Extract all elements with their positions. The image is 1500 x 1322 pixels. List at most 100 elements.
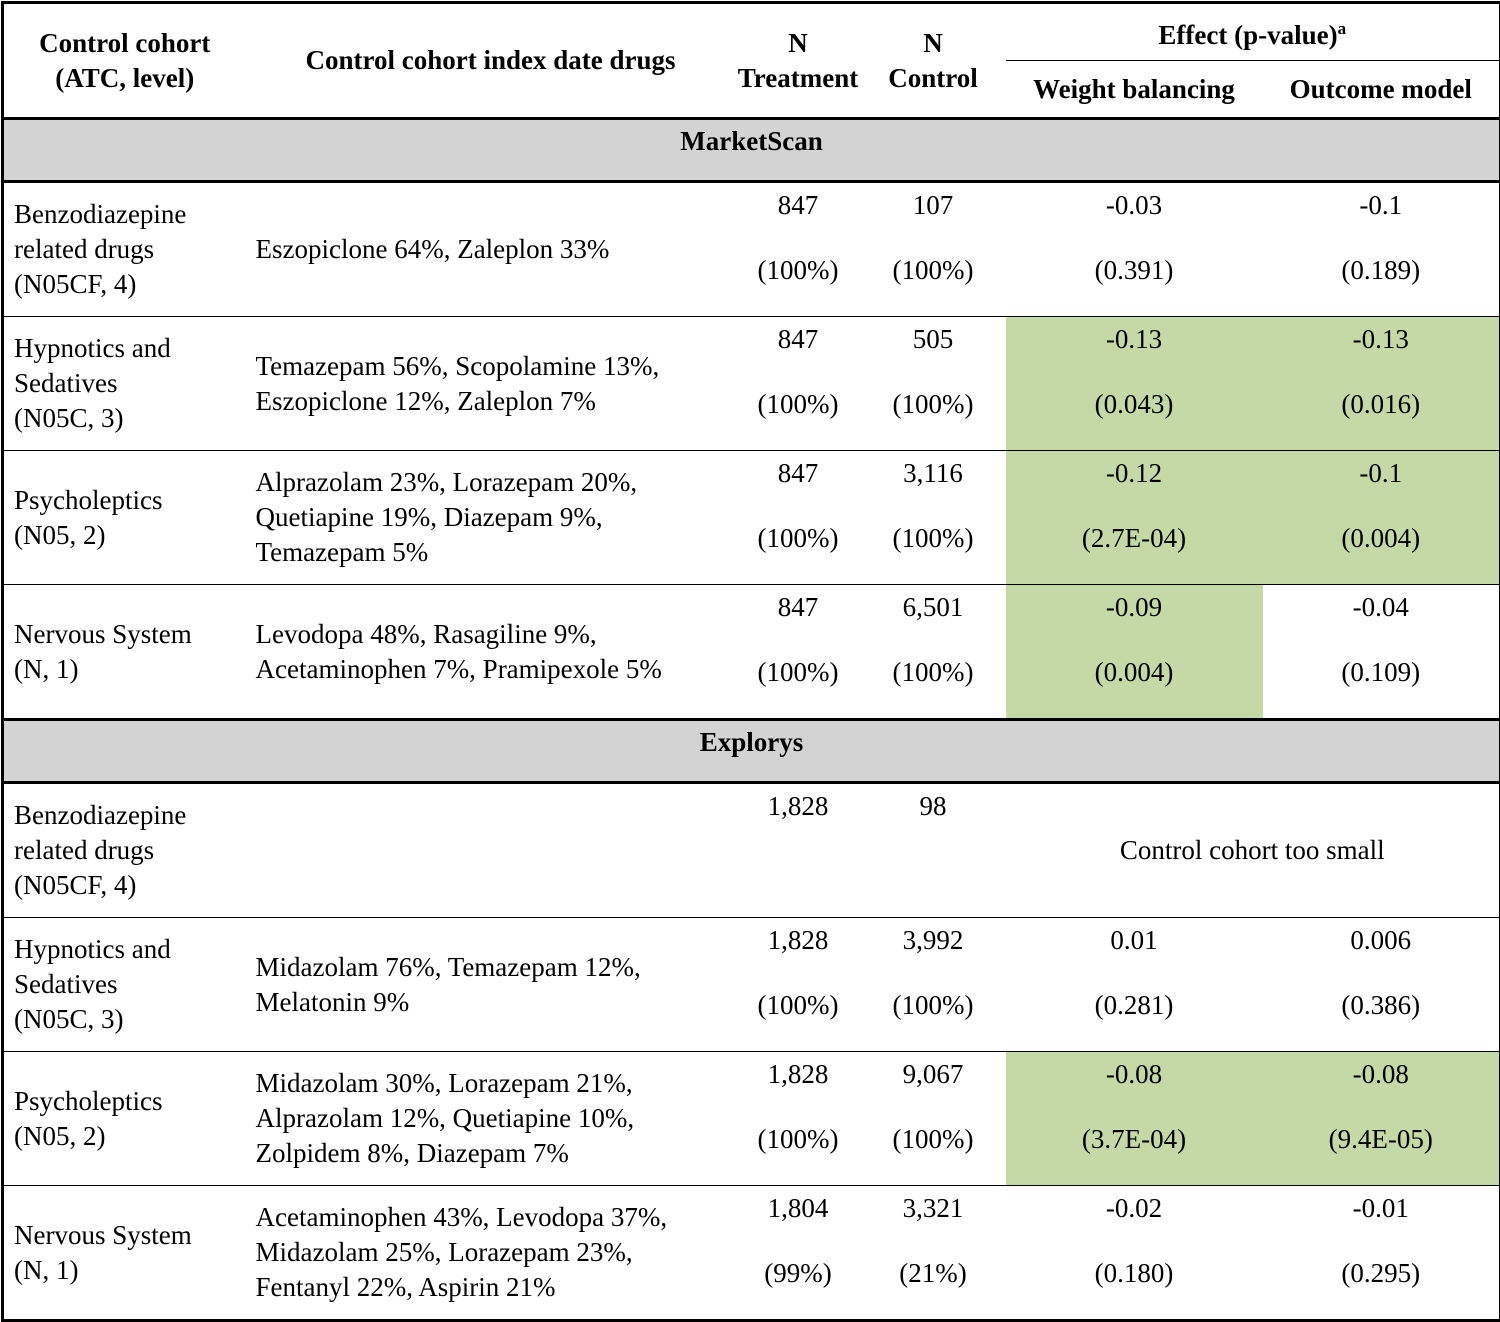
treatment-pct: (100%)	[736, 988, 861, 1023]
weight-cell: 0.01(0.281)	[1006, 918, 1263, 1052]
control-value: 3,321	[861, 1191, 1006, 1226]
outcome-value: -0.04	[1263, 590, 1500, 625]
control-cell: 3,321(21%)	[861, 1186, 1006, 1321]
outcome-p-value: (0.016)	[1263, 387, 1500, 422]
treatment-cell: 1,828	[736, 783, 861, 918]
outcome-value: -0.1	[1263, 456, 1500, 491]
outcome-cell: -0.04 (0.109)	[1263, 585, 1500, 720]
cohort-cell: Nervous System(N, 1)	[3, 1186, 246, 1321]
cohort-line: (N05C, 3)	[14, 401, 246, 436]
cohort-line: related drugs	[14, 833, 246, 868]
header-text: (ATC, level)	[4, 61, 246, 96]
control-pct: (100%)	[861, 253, 1006, 288]
outcome-p-value: (0.109)	[1263, 655, 1500, 690]
outcome-value: -0.1	[1263, 188, 1500, 223]
treatment-cell: 847(100%)	[736, 451, 861, 585]
cohort-line: Benzodiazepine	[14, 798, 246, 833]
header-cohort: Control cohort(ATC, level)	[3, 3, 246, 119]
section-title: MarketScan	[3, 119, 1500, 182]
weight-value: -0.08	[1006, 1057, 1263, 1092]
weight-value: -0.02	[1006, 1191, 1263, 1226]
treatment-value: 1,828	[736, 1057, 861, 1092]
header-text: Effect (p-value)	[1158, 20, 1337, 50]
weight-p-value: (0.004)	[1006, 655, 1263, 690]
header-text: N	[861, 26, 1006, 61]
cohort-line: Nervous System	[14, 617, 246, 652]
treatment-value: 847	[736, 188, 861, 223]
cohort-line: Sedatives	[14, 967, 246, 1002]
drug-line: Acetaminophen 43%, Levodopa 37%,	[256, 1200, 736, 1235]
control-cell: 505(100%)	[861, 317, 1006, 451]
control-cell: 3,116(100%)	[861, 451, 1006, 585]
section-row: MarketScan	[3, 119, 1500, 182]
weight-value: -0.09	[1006, 590, 1263, 625]
drugs-cell: Eszopiclone 64%, Zaleplon 33%	[246, 182, 736, 317]
header-outcome: Outcome model	[1263, 61, 1500, 119]
header-text: Control	[861, 61, 1006, 96]
weight-cell: -0.13 (0.043)	[1006, 317, 1263, 451]
drug-line: Quetiapine 19%, Diazepam 9%,	[256, 500, 736, 535]
outcome-cell: -0.1 (0.004)	[1263, 451, 1500, 585]
control-pct: (100%)	[861, 655, 1006, 690]
control-cell: 107 (100%)	[861, 182, 1006, 317]
cohort-cell: Psycholeptics(N05, 2)	[3, 1052, 246, 1186]
weight-value: -0.03	[1006, 188, 1263, 223]
cohort-line: Benzodiazepine	[14, 197, 246, 232]
cohort-line: (N05, 2)	[14, 1119, 246, 1154]
control-value: 9,067	[861, 1057, 1006, 1092]
cohort-line: Psycholeptics	[14, 483, 246, 518]
drug-line: Zolpidem 8%, Diazepam 7%	[256, 1136, 736, 1171]
cohort-line: Psycholeptics	[14, 1084, 246, 1119]
treatment-pct: (100%)	[736, 1122, 861, 1157]
control-cell: 6,501 (100%)	[861, 585, 1006, 720]
weight-p-value: (0.043)	[1006, 387, 1263, 422]
data-row: Psycholeptics(N05, 2)Midazolam 30%, Lora…	[3, 1052, 1500, 1186]
drugs-cell: Midazolam 30%, Lorazepam 21%,Alprazolam …	[246, 1052, 736, 1186]
drugs-cell: Levodopa 48%, Rasagiline 9%,Acetaminophe…	[246, 585, 736, 720]
control-value: 107	[861, 188, 1006, 223]
control-value: 3,116	[861, 456, 1006, 491]
drug-line: Midazolam 25%, Lorazepam 23%,	[256, 1235, 736, 1270]
section-title: Explorys	[3, 720, 1500, 783]
outcome-p-value: (0.386)	[1263, 988, 1500, 1023]
outcome-cell: -0.1(0.189)	[1263, 182, 1500, 317]
drug-line: Temazepam 56%, Scopolamine 13%,	[256, 349, 736, 384]
outcome-cell: -0.13(0.016)	[1263, 317, 1500, 451]
weight-cell: -0.09 (0.004)	[1006, 585, 1263, 720]
control-value: 6,501	[861, 590, 1006, 625]
cohort-line: Sedatives	[14, 366, 246, 401]
drug-line: Midazolam 30%, Lorazepam 21%,	[256, 1066, 736, 1101]
drug-line: Alprazolam 23%, Lorazepam 20%,	[256, 465, 736, 500]
cohort-line: (N, 1)	[14, 652, 246, 687]
note-cell: Control cohort too small	[1006, 783, 1500, 918]
treatment-cell: 1,828 (100%)	[736, 1052, 861, 1186]
weight-p-value: (2.7E-04)	[1006, 521, 1263, 556]
treatment-value: 847	[736, 456, 861, 491]
drugs-cell	[246, 783, 736, 918]
treatment-cell: 1,804(99%)	[736, 1186, 861, 1321]
data-row: Nervous System(N, 1)Levodopa 48%, Rasagi…	[3, 585, 1500, 720]
treatment-pct: (100%)	[736, 655, 861, 690]
drug-line: Alprazolam 12%, Quetiapine 10%,	[256, 1101, 736, 1136]
control-cell: 98	[861, 783, 1006, 918]
weight-value: -0.13	[1006, 322, 1263, 357]
treatment-value: 847	[736, 322, 861, 357]
treatment-cell: 847(100%)	[736, 585, 861, 720]
cohort-line: Nervous System	[14, 1218, 246, 1253]
weight-value: 0.01	[1006, 923, 1263, 958]
header-text: N	[736, 26, 861, 61]
control-value: 3,992	[861, 923, 1006, 958]
outcome-p-value: (0.004)	[1263, 521, 1500, 556]
outcome-cell: -0.01(0.295)	[1263, 1186, 1500, 1321]
treatment-value: 1,828	[736, 789, 861, 824]
control-value: 505	[861, 322, 1006, 357]
drugs-cell: Acetaminophen 43%, Levodopa 37%,Midazola…	[246, 1186, 736, 1321]
